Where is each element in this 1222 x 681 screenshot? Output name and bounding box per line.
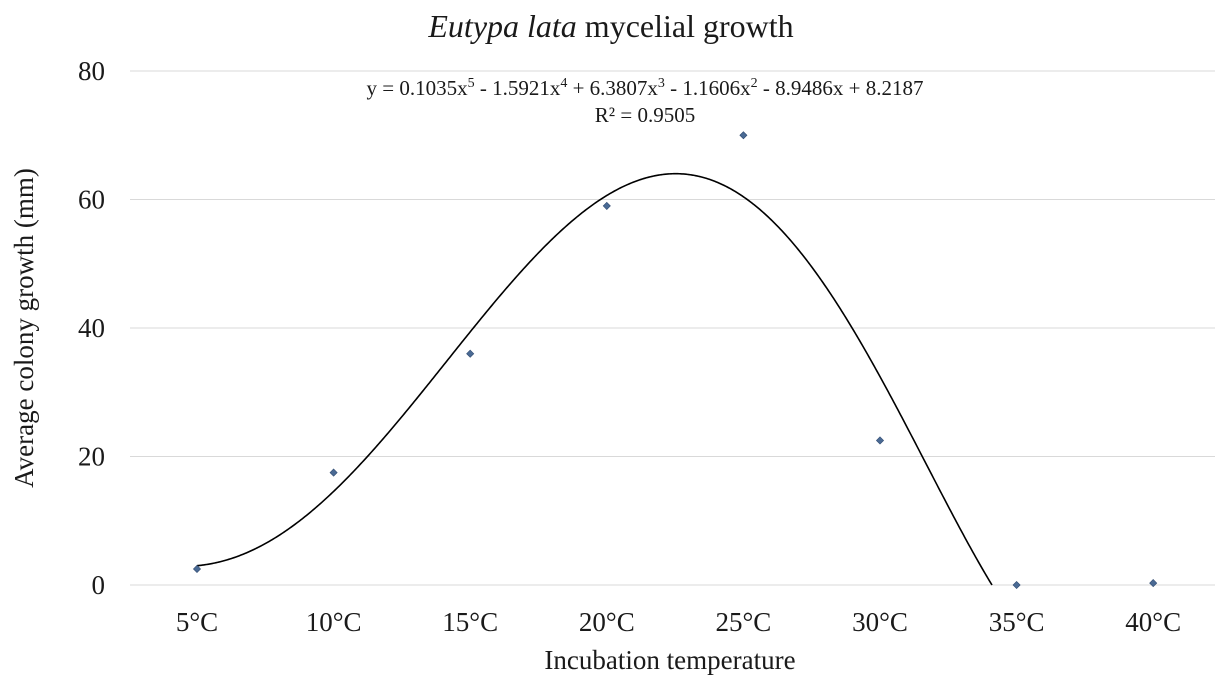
x-axis-label: Incubation temperature — [544, 645, 796, 675]
x-tick-label: 40°C — [1125, 607, 1181, 637]
eq-part: - 1.1606x — [664, 76, 751, 100]
y-axis-label-text: Average colony growth (mm) — [9, 168, 39, 488]
eq-exponent: 4 — [560, 76, 568, 91]
y-tick-label: 20 — [78, 442, 105, 472]
trendline — [196, 172, 993, 586]
x-tick-label: 30°C — [852, 607, 908, 637]
eq-part: + 6.3807x — [567, 76, 658, 100]
chart-title-italic: Eutypa lata — [428, 8, 577, 44]
gridlines — [130, 70, 1215, 586]
data-point — [739, 131, 748, 140]
x-tick-label: 5°C — [176, 607, 218, 637]
data-point — [329, 468, 338, 477]
data-point — [192, 564, 202, 573]
r-squared-label: R² = 0.9505 — [594, 103, 696, 127]
data-points — [192, 131, 1158, 590]
y-tick-label: 0 — [92, 570, 106, 600]
y-tick-label: 40 — [78, 313, 105, 343]
y-tick-label: 80 — [78, 56, 105, 86]
data-point — [602, 201, 611, 210]
eq-part: y = 0.1035x — [366, 76, 468, 100]
eq-part: - 1.5921x — [474, 76, 561, 100]
chart-title: Eutypa lata mycelial growth — [0, 6, 1222, 46]
x-tick-label: 35°C — [989, 607, 1045, 637]
y-tick-label: 60 — [78, 185, 105, 215]
eq-exponent: 3 — [657, 76, 665, 91]
x-tick-label: 20°C — [579, 607, 635, 637]
data-point — [1149, 579, 1158, 588]
data-point — [466, 349, 475, 358]
chart-title-rest: mycelial growth — [576, 8, 794, 44]
data-point — [875, 436, 885, 445]
x-tick-labels: 5°C 10°C 15°C 20°C 25°C 30°C 35°C 40°C — [176, 607, 1181, 637]
y-tick-labels: 0 20 40 60 80 — [78, 56, 105, 600]
x-tick-label: 25°C — [715, 607, 771, 637]
data-point — [1012, 580, 1021, 590]
trendline-equation: y = 0.1035x5 - 1.5921x4 + 6.3807x3 - 1.1… — [210, 76, 1080, 100]
eq-exponent: 2 — [750, 76, 758, 91]
eq-part: - 8.9486x + 8.2187 — [757, 76, 924, 100]
eq-exponent: 5 — [467, 76, 475, 91]
x-tick-label: 10°C — [306, 607, 362, 637]
x-tick-label: 15°C — [442, 607, 498, 637]
